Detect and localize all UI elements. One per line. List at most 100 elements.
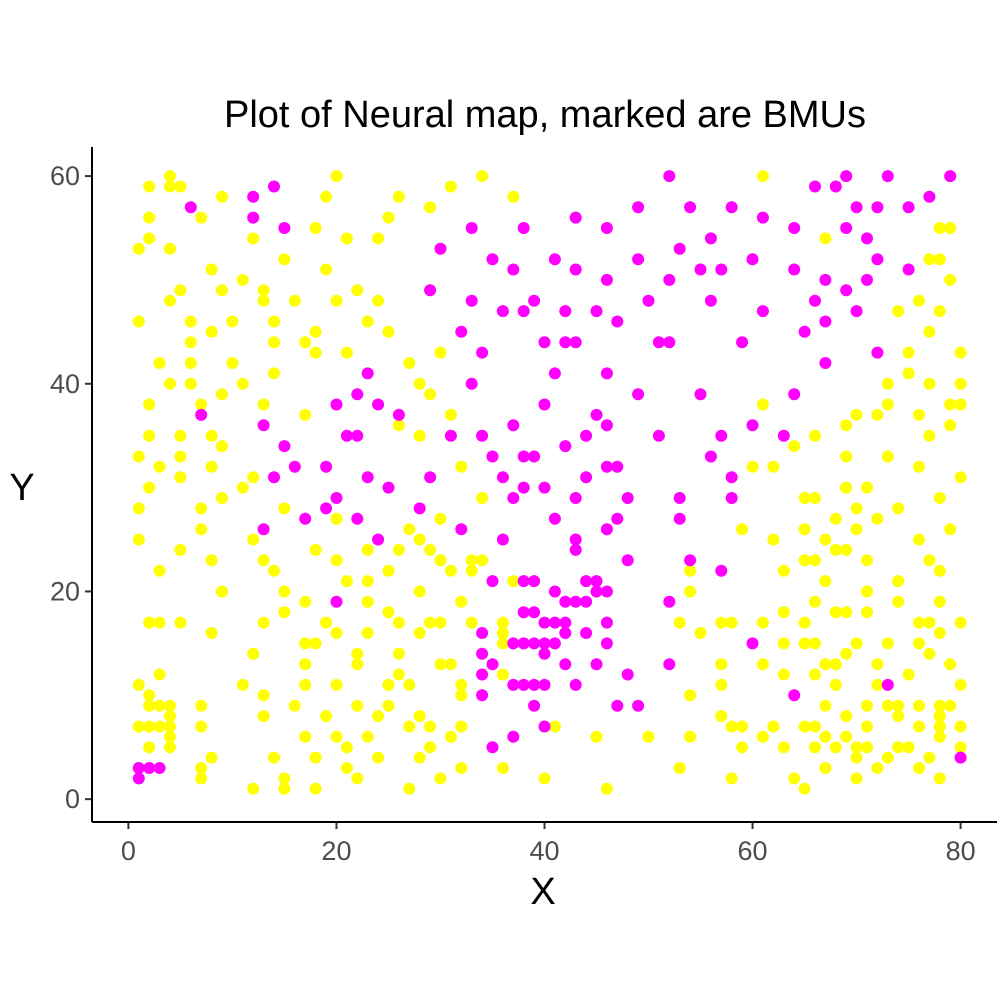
- node-point: [299, 408, 312, 421]
- node-point: [361, 575, 374, 588]
- node-point: [840, 606, 853, 619]
- node-point: [694, 627, 707, 639]
- node-point: [756, 616, 769, 629]
- node-point: [798, 554, 811, 567]
- node-point: [798, 782, 811, 795]
- bmu-point: [486, 575, 499, 588]
- node-point: [257, 554, 270, 567]
- node-point: [861, 699, 873, 712]
- node-point: [299, 730, 312, 743]
- node-point: [850, 502, 863, 515]
- node-point: [715, 710, 728, 723]
- bmu-point: [132, 762, 145, 774]
- bmu-point: [351, 388, 364, 401]
- node-point: [164, 170, 176, 183]
- node-point: [809, 595, 821, 608]
- node-point: [465, 616, 478, 629]
- node-point: [403, 678, 416, 691]
- node-point: [819, 533, 832, 546]
- node-point: [174, 450, 187, 463]
- node-point: [392, 190, 405, 203]
- node-point: [913, 460, 925, 473]
- node-point: [236, 678, 249, 691]
- node-point: [309, 637, 322, 650]
- node-point: [861, 606, 873, 619]
- node-point: [330, 170, 343, 183]
- node-point: [309, 222, 322, 234]
- node-point: [444, 658, 457, 671]
- node-point: [205, 554, 218, 567]
- node-point: [881, 637, 894, 650]
- node-point: [913, 720, 925, 733]
- node-point: [892, 595, 905, 608]
- bmu-point: [569, 492, 582, 504]
- node-point: [413, 710, 426, 723]
- node-point: [913, 616, 925, 629]
- bmu-point: [559, 627, 572, 639]
- bmu-point: [351, 429, 364, 442]
- node-point: [840, 543, 853, 556]
- bmu-point: [580, 471, 593, 484]
- node-point: [174, 616, 187, 629]
- bmu-point: [476, 627, 489, 639]
- node-point: [413, 585, 426, 598]
- node-point: [247, 533, 260, 546]
- node-point: [413, 751, 426, 764]
- node-point: [476, 554, 489, 567]
- node-point: [809, 668, 821, 681]
- node-point: [798, 637, 811, 650]
- bmu-point: [257, 419, 270, 432]
- x-tick-label: 40: [529, 836, 559, 866]
- bmu-point: [278, 222, 291, 234]
- node-point: [268, 367, 280, 380]
- node-point: [434, 772, 447, 785]
- node-point: [861, 720, 873, 733]
- bmu-point: [725, 471, 738, 484]
- node-point: [548, 720, 561, 733]
- node-point: [372, 232, 385, 245]
- node-point: [933, 720, 946, 733]
- node-point: [871, 408, 884, 421]
- node-point: [403, 523, 416, 536]
- node-point: [413, 627, 426, 639]
- bmu-point: [486, 450, 499, 463]
- x-tick-label: 80: [946, 836, 976, 866]
- node-point: [403, 782, 416, 795]
- node-point: [143, 211, 156, 224]
- node-point: [164, 294, 176, 307]
- bmu-point: [590, 408, 603, 421]
- node-point: [809, 554, 821, 567]
- node-point: [819, 699, 832, 712]
- node-point: [424, 720, 437, 733]
- node-point: [434, 554, 447, 567]
- node-point: [913, 408, 925, 421]
- node-point: [361, 595, 374, 608]
- node-point: [392, 543, 405, 556]
- node-point: [673, 762, 686, 774]
- node-point: [902, 367, 915, 380]
- bmu-point: [132, 772, 145, 785]
- node-point: [819, 575, 832, 588]
- node-point: [933, 699, 946, 712]
- node-point: [164, 730, 176, 743]
- node-point: [767, 720, 780, 733]
- node-point: [361, 627, 374, 639]
- node-point: [642, 730, 655, 743]
- bmu-point: [704, 232, 717, 245]
- node-point: [164, 377, 176, 390]
- bmu-point: [580, 627, 593, 639]
- bmu-point: [330, 595, 343, 608]
- node-point: [143, 429, 156, 442]
- node-point: [850, 408, 863, 421]
- node-point: [174, 543, 187, 556]
- bmu-point: [444, 429, 457, 442]
- node-point: [340, 575, 353, 588]
- node-point: [715, 616, 728, 629]
- bmu-point: [247, 190, 260, 203]
- node-point: [944, 658, 957, 671]
- node-point: [216, 492, 228, 504]
- node-point: [330, 730, 343, 743]
- node-point: [299, 637, 312, 650]
- node-point: [226, 357, 239, 369]
